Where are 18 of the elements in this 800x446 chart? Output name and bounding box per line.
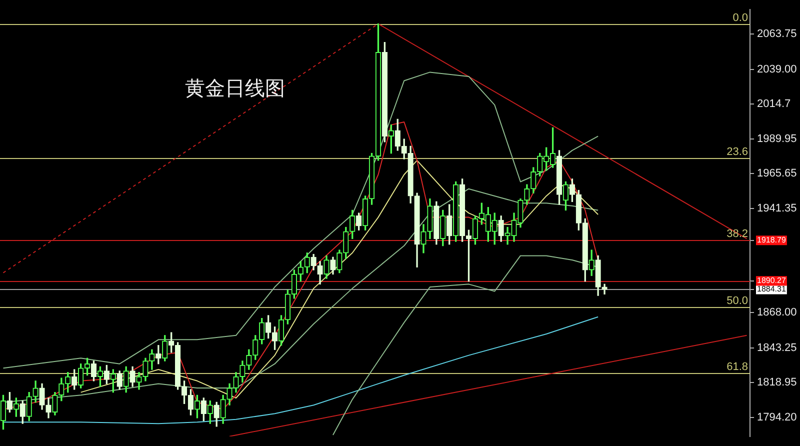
y-tick-label: 1868.00 <box>757 306 797 319</box>
y-tick-label: 2014.7 <box>757 98 791 110</box>
text: 黄金日线图 <box>185 76 285 100</box>
y-tick-label: 1884.31 <box>757 284 786 294</box>
y-tick-label: 1818.95 <box>757 376 797 388</box>
y-tick-label: 1989.95 <box>757 133 797 146</box>
y-tick-label: 1965.65 <box>757 168 797 180</box>
annotation: 61.8 <box>726 361 748 374</box>
y-tick-label: 1890.27 <box>757 276 786 286</box>
y-tick-label: 1918.79 <box>757 236 786 245</box>
y-tick-label: 1843.25 <box>757 342 797 354</box>
y-tick-label: 2063.75 <box>757 28 797 40</box>
y-tick-label: 2039.00 <box>757 63 797 76</box>
annotation: 23.6 <box>726 146 748 158</box>
annotation: 50.0 <box>726 295 748 308</box>
annotation: 0.0 <box>732 12 748 24</box>
y-tick-label: 1794.20 <box>757 412 797 424</box>
y-tick-label: 1941.35 <box>757 202 797 214</box>
